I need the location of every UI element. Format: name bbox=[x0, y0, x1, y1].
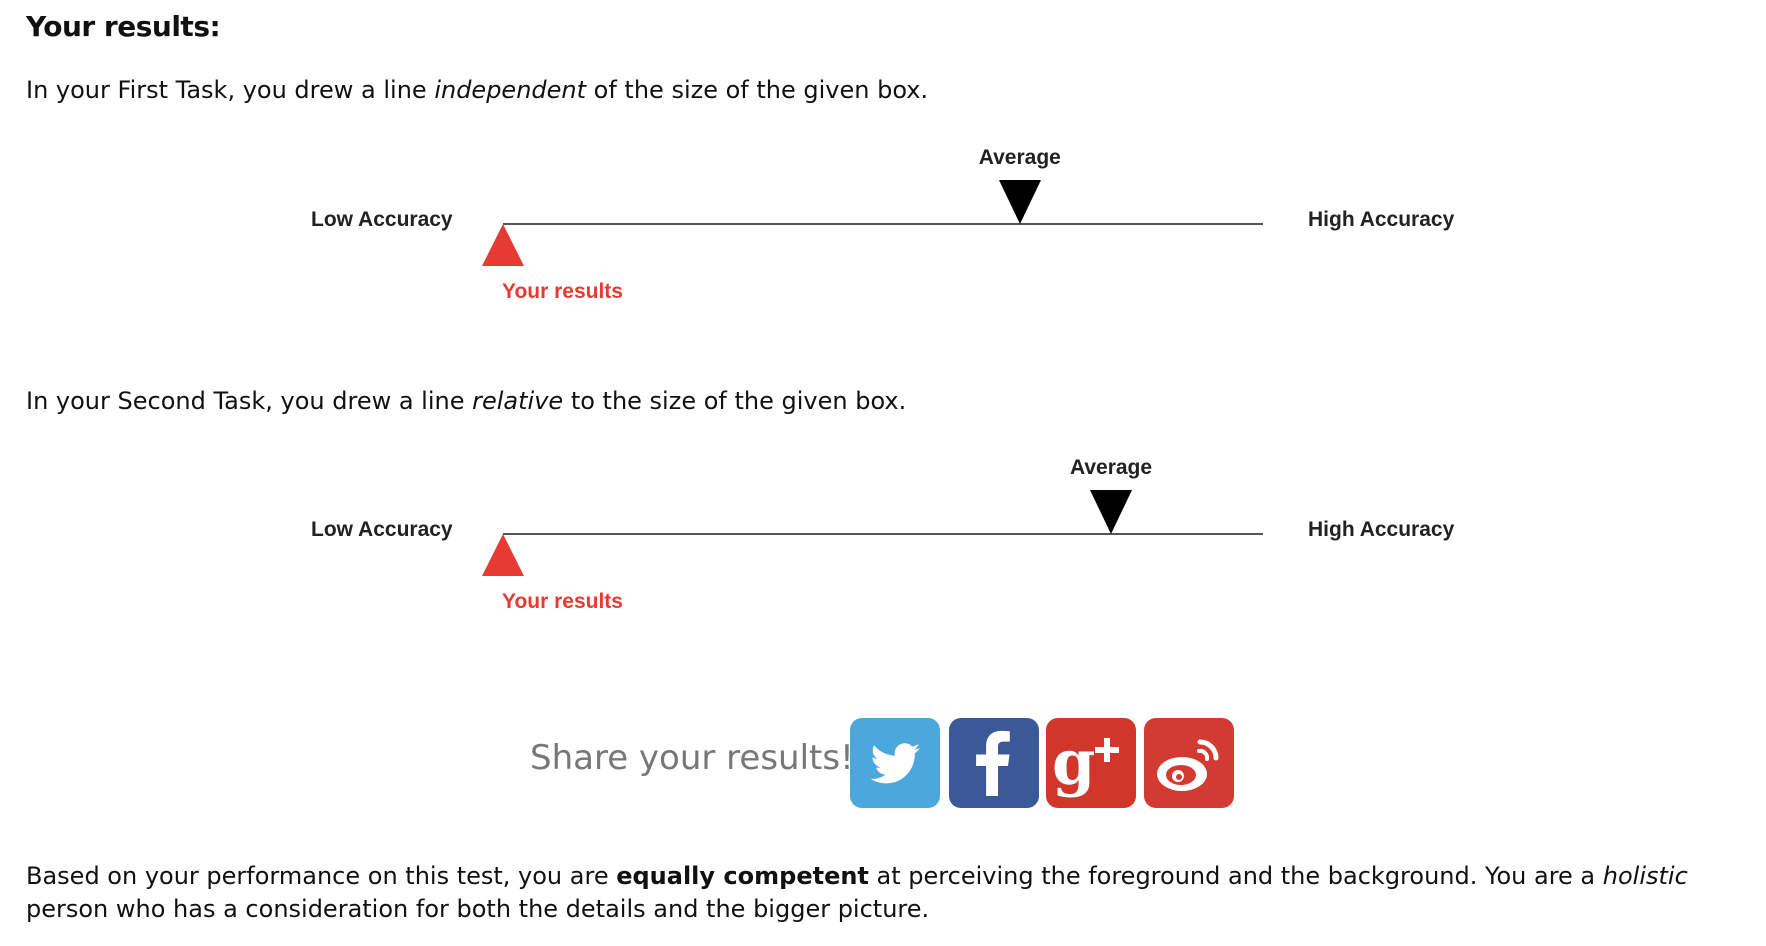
low-accuracy-label: Low Accuracy bbox=[311, 518, 453, 541]
results-heading: Your results: bbox=[26, 10, 221, 43]
average-marker bbox=[1090, 490, 1132, 534]
task1-text-post: of the size of the given box. bbox=[586, 76, 929, 104]
task2-sentence: In your Second Task, you drew a line rel… bbox=[26, 387, 906, 415]
share-prompt: Share your results! bbox=[530, 738, 854, 778]
conclusion-emphasis: holistic bbox=[1602, 862, 1688, 890]
low-accuracy-label: Low Accuracy bbox=[311, 208, 453, 231]
weibo-share-button[interactable] bbox=[1144, 718, 1234, 808]
facebook-share-button[interactable] bbox=[949, 718, 1039, 808]
conclusion-bold: equally competent bbox=[616, 862, 869, 890]
your-results-label: Your results bbox=[502, 280, 623, 303]
twitter-bird-icon bbox=[850, 718, 940, 808]
twitter-share-button[interactable] bbox=[850, 718, 940, 808]
google-plus-share-button[interactable]: g bbox=[1046, 718, 1136, 808]
your-result-marker bbox=[482, 224, 524, 266]
task2-emphasis: relative bbox=[472, 387, 564, 415]
conclusion-text-pre: Based on your performance on this test, … bbox=[26, 862, 617, 890]
accuracy-scale-task1: Low Accuracy High Accuracy Average Your … bbox=[0, 136, 1766, 326]
facebook-f-icon bbox=[949, 718, 1039, 808]
average-label: Average bbox=[978, 146, 1061, 169]
accuracy-track bbox=[503, 533, 1263, 535]
conclusion-text-mid: at perceiving the foreground and the bac… bbox=[868, 862, 1603, 890]
google-plus-icon: g bbox=[1046, 718, 1136, 808]
accuracy-track bbox=[503, 223, 1263, 225]
task1-text-pre: In your First Task, you drew a line bbox=[26, 76, 435, 104]
weibo-eye-icon bbox=[1144, 718, 1234, 808]
average-marker bbox=[998, 180, 1041, 224]
task2-text-pre: In your Second Task, you drew a line bbox=[26, 387, 473, 415]
your-result-marker bbox=[482, 534, 524, 576]
conclusion-text-post: person who has a consideration for both … bbox=[26, 895, 930, 923]
conclusion-paragraph: Based on your performance on this test, … bbox=[26, 860, 1746, 926]
your-results-label: Your results bbox=[502, 590, 623, 613]
accuracy-scale-task2: Low Accuracy High Accuracy Average Your … bbox=[0, 446, 1766, 636]
svg-text:g: g bbox=[1052, 726, 1095, 799]
task2-text-post: to the size of the given box. bbox=[563, 387, 907, 415]
average-label: Average bbox=[1069, 456, 1153, 479]
high-accuracy-label: High Accuracy bbox=[1308, 518, 1455, 541]
task1-emphasis: independent bbox=[434, 76, 587, 104]
task1-sentence: In your First Task, you drew a line inde… bbox=[26, 76, 928, 104]
high-accuracy-label: High Accuracy bbox=[1308, 208, 1455, 231]
